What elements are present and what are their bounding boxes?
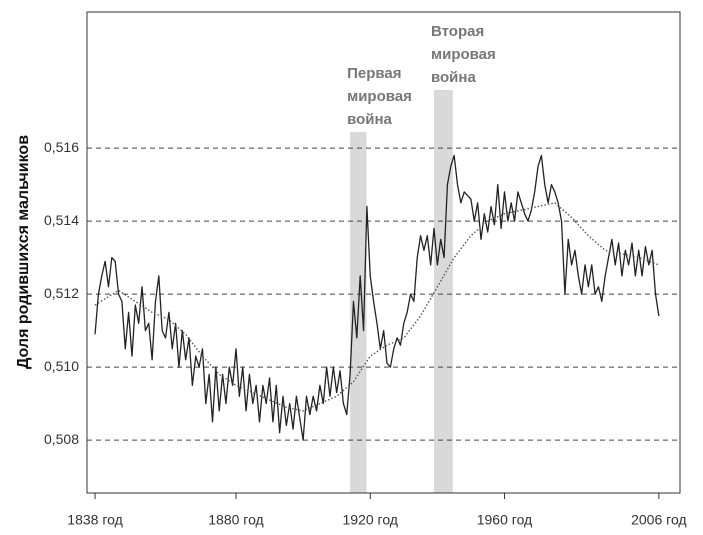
event-label: Первая <box>347 65 401 82</box>
event-label: война <box>347 111 392 128</box>
y-tick-label: 0,512 <box>44 285 79 301</box>
series-line <box>94 202 660 412</box>
x-tick-label: 1880 год <box>208 512 263 528</box>
y-axis-label: Доля родившихся мальчиков <box>15 135 32 369</box>
x-tick-label: 1960 год <box>477 512 532 528</box>
event-label: мировая <box>431 46 496 63</box>
y-tick-label: 0,514 <box>44 212 79 228</box>
y-tick-label: 0,516 <box>44 139 79 155</box>
x-tick-label: 1838 год <box>67 512 122 528</box>
event-label: мировая <box>347 88 412 105</box>
event-label: Вторая <box>431 23 484 40</box>
x-tick-label: 2006 год <box>631 512 686 528</box>
x-tick-label: 1920 год <box>343 512 398 528</box>
y-tick-label: 0,510 <box>44 358 79 374</box>
y-tick-label: 0,508 <box>44 431 79 447</box>
plot-frame <box>86 11 681 494</box>
series-line <box>94 154 660 441</box>
event-band <box>434 90 453 493</box>
event-label: война <box>431 69 476 86</box>
